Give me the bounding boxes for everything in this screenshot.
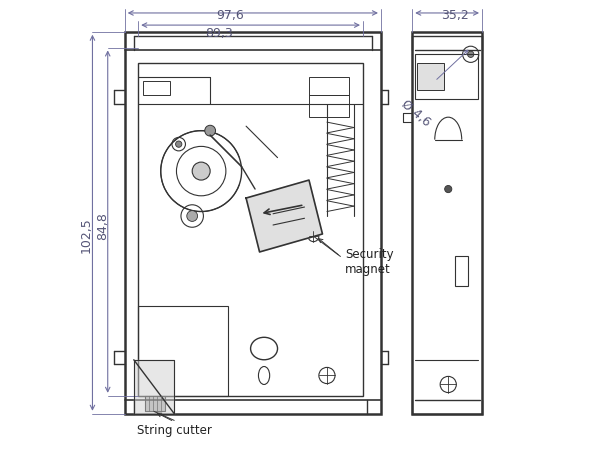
Polygon shape xyxy=(246,181,322,253)
Bar xyxy=(125,33,381,414)
Bar xyxy=(143,82,170,96)
Text: 89,3: 89,3 xyxy=(205,27,233,40)
Bar xyxy=(138,306,228,396)
Circle shape xyxy=(205,126,215,137)
Bar xyxy=(309,78,349,96)
Bar xyxy=(415,55,478,100)
Circle shape xyxy=(445,186,452,193)
Text: Security
magnet: Security magnet xyxy=(345,248,394,275)
Circle shape xyxy=(192,163,210,181)
Bar xyxy=(455,257,467,286)
Polygon shape xyxy=(134,360,174,414)
Text: Ø 4,6: Ø 4,6 xyxy=(399,98,433,129)
Bar xyxy=(138,64,363,396)
Bar xyxy=(145,396,165,411)
Circle shape xyxy=(187,211,197,222)
Text: 35,2: 35,2 xyxy=(441,9,469,22)
Bar xyxy=(309,96,349,118)
Text: 102,5: 102,5 xyxy=(80,216,93,252)
Text: 97,6: 97,6 xyxy=(217,9,244,22)
Circle shape xyxy=(176,142,182,148)
Text: String cutter: String cutter xyxy=(137,423,212,436)
Text: 84,8: 84,8 xyxy=(96,212,109,239)
Bar xyxy=(417,64,444,91)
Bar xyxy=(412,33,482,414)
Circle shape xyxy=(467,52,474,58)
